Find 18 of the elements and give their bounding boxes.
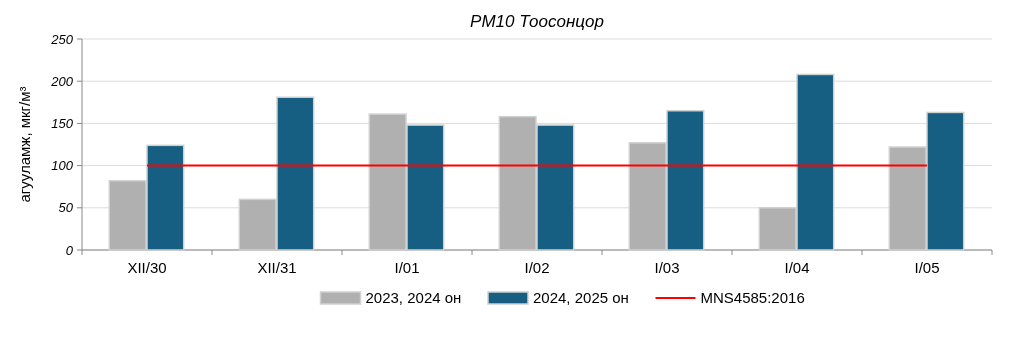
- x-tick-label: I/04: [784, 259, 810, 276]
- legend-label: MNS4585:2016: [700, 289, 805, 306]
- x-tick-label: I/02: [524, 259, 550, 276]
- y-tick-label: 200: [50, 73, 74, 89]
- y-tick-label: 50: [58, 200, 74, 216]
- y-tick-label: 100: [51, 158, 74, 174]
- x-tick-label: I/01: [394, 259, 420, 276]
- x-tick-label: XII/30: [127, 259, 167, 276]
- y-axis-title: агууламж, мкг/м³: [16, 86, 33, 203]
- x-tick-label: I/03: [654, 259, 680, 276]
- x-tick-label: XII/31: [257, 259, 297, 276]
- legend-label: 2023, 2024 он: [365, 289, 462, 306]
- chart-title: PM10 Тоосонцор: [470, 12, 604, 31]
- legend-label: 2024, 2025 он: [533, 289, 629, 306]
- y-tick-label: 0: [65, 242, 74, 258]
- y-tick-label: 150: [51, 115, 74, 131]
- x-tick-label: I/05: [914, 259, 940, 276]
- y-tick-label: 250: [50, 31, 74, 47]
